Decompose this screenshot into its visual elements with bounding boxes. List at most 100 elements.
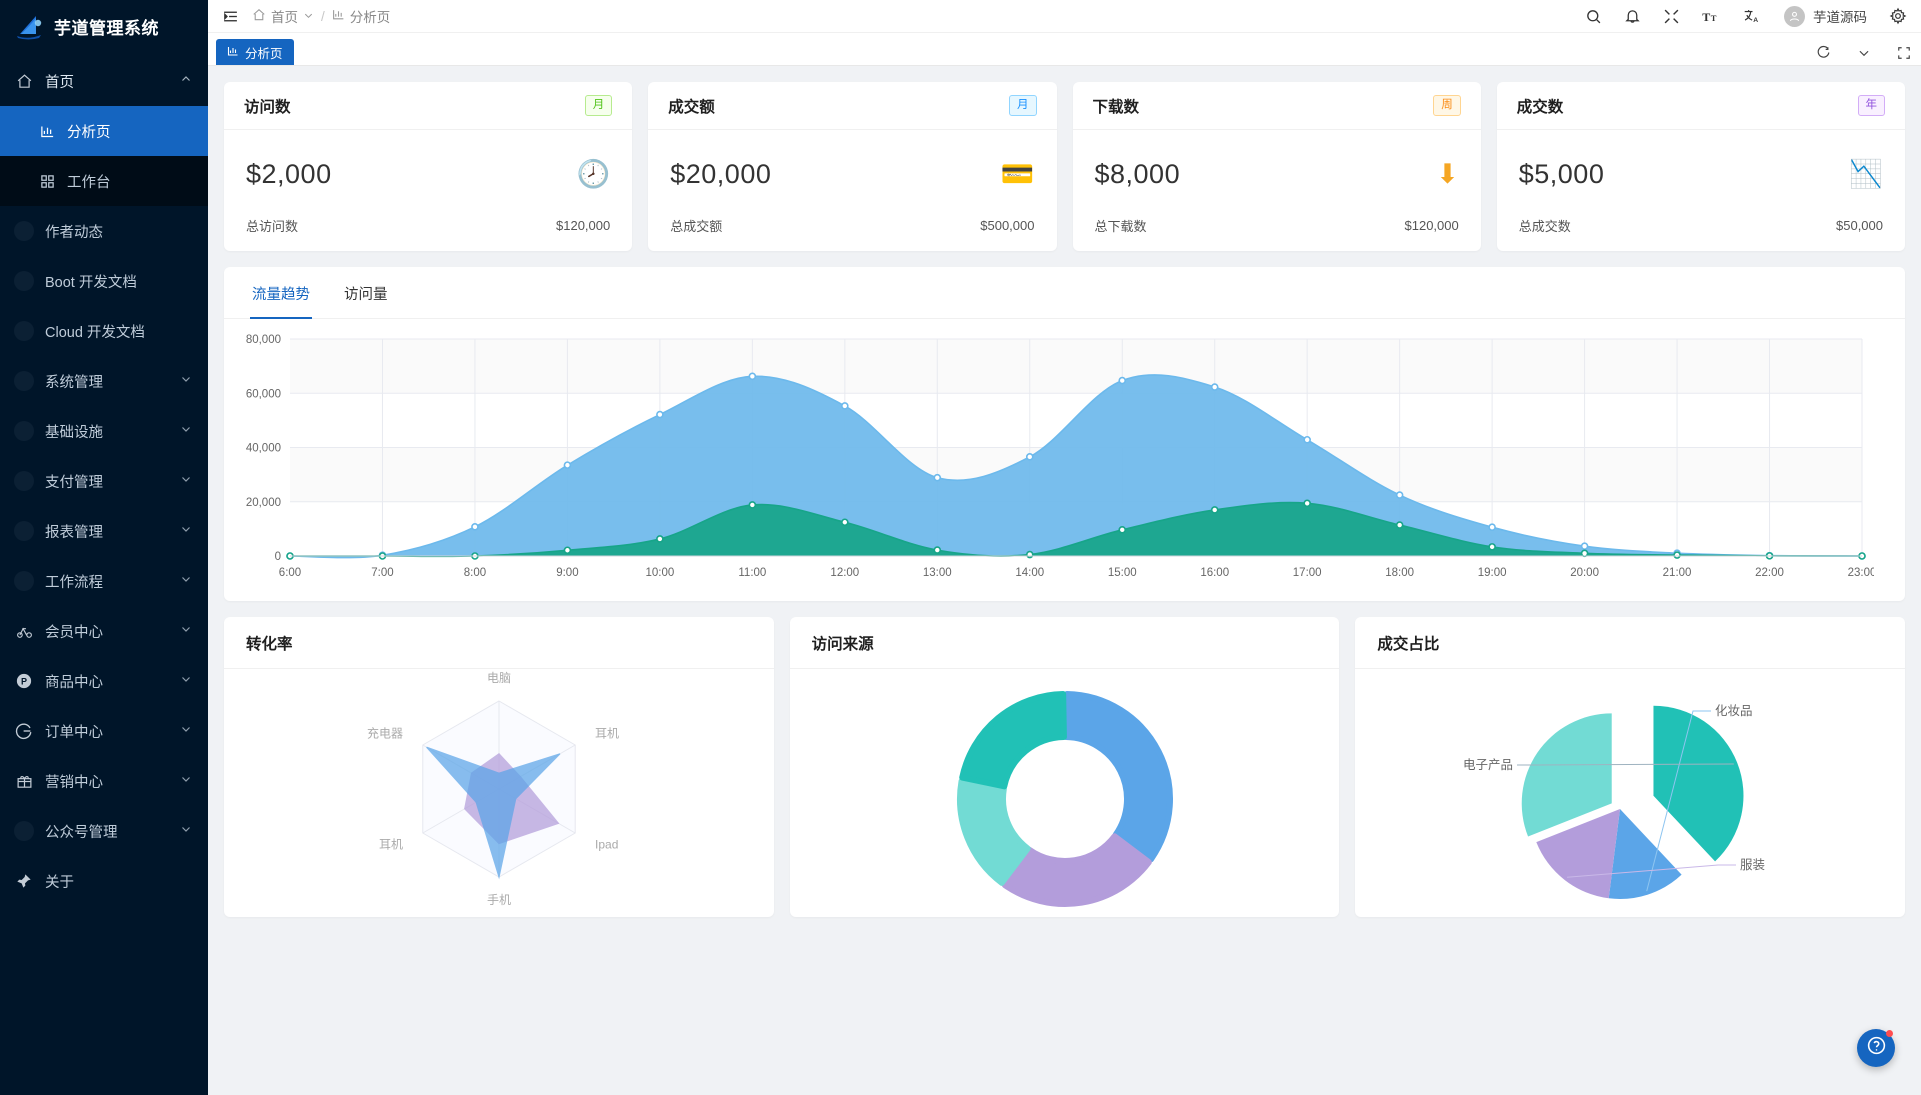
chevron-down-icon [180,823,192,839]
gear-icon[interactable] [1889,7,1907,25]
stat-card-turnover-value: $20,000 [670,158,772,189]
sidebar-item-cloud-docs[interactable]: Cloud 开发文档 [0,306,208,356]
sidebar-item-system[interactable]: 系统管理 [0,356,208,406]
font-size-icon[interactable]: T T [1702,8,1721,25]
app-title: 芋道管理系统 [54,18,159,38]
stat-card-downloads-title: 下载数 [1092,98,1140,116]
tabbar-actions [1816,45,1911,65]
stat-card-downloads-body: $8,000 ⬇ 总下载数 $120,000 [1073,130,1481,251]
sidebar-item-workflow[interactable]: 工作流程 [0,556,208,606]
sidebar-item-member[interactable]: 会员中心 [0,606,208,656]
sidebar-group-home[interactable]: 首页 [0,56,208,106]
sidebar-submenu-home: 分析页 工作台 [0,106,208,206]
grid-icon [38,172,56,190]
sidebar-nav: 首页 分析页 [0,52,208,906]
dot-icon [14,821,34,841]
chevron-down-icon [180,423,192,439]
stat-card-deals-main: $5,000 📉 [1519,152,1883,196]
svg-text:16:00: 16:00 [1200,567,1229,579]
tab-traffic-trend[interactable]: 流量趋势 [250,267,312,319]
stat-card-downloads-head: 下载数 周 [1072,82,1481,130]
stat-card-deals-foot-value: $50,000 [1836,218,1883,233]
help-circle-icon [1866,1035,1887,1061]
svg-text:7:00: 7:00 [371,567,393,579]
sidebar-item-mp[interactable]: 公众号管理 [0,806,208,856]
sidebar-item-infrastructure-label: 基础设施 [45,424,103,441]
stat-card-visits-head: 访问数 月 [224,82,633,130]
source-card-title: 访问来源 [811,635,874,653]
svg-text:耳机: 耳机 [379,837,403,851]
notification-dot [1886,1030,1893,1037]
dot-icon [14,371,34,391]
translate-icon[interactable]: A [1743,8,1762,25]
stat-card-visits: 访问数 月 $2,000 🕗 总访问数 $120,000 [224,82,633,251]
svg-text:A: A [1753,17,1758,24]
svg-text:21:00: 21:00 [1663,567,1692,579]
sidebar-item-author-news[interactable]: 作者动态 [0,206,208,256]
sidebar-item-analysis[interactable]: 分析页 [0,106,208,156]
breadcrumb-item-home[interactable]: 首页 [252,6,314,26]
sidebar-item-mp-label: 公众号管理 [45,824,118,841]
sidebar-item-order[interactable]: 订单中心 [0,706,208,756]
stat-card-turnover-head: 成交额 月 [648,82,1057,130]
dot-icon [14,271,34,291]
svg-text:80,000: 80,000 [246,334,281,346]
stat-card-deals: 成交数 年 $5,000 📉 总成交数 $50,000 [1496,82,1905,251]
stat-card-downloads: 下载数 周 $8,000 ⬇ 总下载数 $120,000 [1072,82,1481,251]
sidebar-item-workbench[interactable]: 工作台 [0,156,208,206]
stat-card-turnover-foot-label: 总成交额 [670,219,723,234]
svg-text:20,000: 20,000 [246,497,281,509]
chevron-down-icon [180,523,192,539]
svg-text:22:00: 22:00 [1755,567,1784,579]
stat-card-deals-foot-label: 总成交数 [1518,219,1571,234]
fullscreen-icon[interactable] [1663,8,1680,25]
sidebar-item-marketing[interactable]: 营销中心 [0,756,208,806]
refresh-icon[interactable] [1816,45,1831,60]
stat-card-turnover-title: 成交额 [668,98,715,116]
credit-card-icon: 💳 [1000,158,1035,189]
e-circle-icon [14,721,34,741]
tab-analysis[interactable]: 分析页 [216,39,294,65]
conversion-card-body: 电脑 耳机 Ipad 手机 耳机 充电器 [224,669,774,917]
chevron-down-icon[interactable] [1857,46,1871,60]
sidebar-item-analysis-label: 分析页 [67,124,111,141]
search-icon[interactable] [1585,8,1602,25]
sidebar-item-boot-docs[interactable]: Boot 开发文档 [0,256,208,306]
chevron-up-icon [180,73,192,89]
sidebar-logo[interactable]: 芋道管理系统 [0,0,208,52]
area-chart-svg: 0 20,000 40,000 60,000 80,000 6:00 7:00 8:00 9:0… [246,334,1877,579]
breadcrumb-item-analysis[interactable]: 分析页 [332,6,390,26]
topbar-right: T T A 芋道 [1585,5,1907,27]
stat-card-downloads-main: $8,000 ⬇ [1095,152,1459,196]
status-badge: 月 [584,94,613,117]
p-circle-icon: P [14,671,34,691]
bell-icon[interactable] [1624,8,1641,25]
svg-text:充电器: 充电器 [367,726,403,741]
menu-fold-icon[interactable] [222,8,239,25]
main-area: 首页 / 分析页 [208,0,1921,1095]
svg-text:10:00: 10:00 [645,567,674,579]
tab-visits[interactable]: 访问量 [344,287,388,303]
pie-percent-icon: 📉 [1849,158,1883,189]
stat-card-visits-foot: 总访问数 $120,000 [246,216,610,235]
trend-chart: 0 20,000 40,000 60,000 80,000 6:00 7:00 8:00 9:0… [224,319,1905,601]
stat-card-deals-value: $5,000 [1518,158,1605,189]
maximize-icon[interactable] [1897,46,1911,60]
conversion-card: 转化率 电脑 耳机 Ipad 手机 耳机 充电器 [224,617,774,917]
help-fab[interactable] [1857,1029,1895,1067]
sidebar-item-boot-docs-label: Boot 开发文档 [45,274,137,291]
sidebar-item-payment[interactable]: 支付管理 [0,456,208,506]
sidebar-item-infrastructure[interactable]: 基础设施 [0,406,208,456]
sidebar-item-workflow-label: 工作流程 [45,574,103,591]
svg-text:T: T [1711,12,1717,22]
svg-text:T: T [1702,9,1710,23]
user-menu[interactable]: 芋道源码 [1784,5,1867,27]
sidebar-item-author-news-label: 作者动态 [45,224,103,241]
chevron-down-icon [180,473,192,489]
sidebar-item-report[interactable]: 报表管理 [0,506,208,556]
sidebar-item-product[interactable]: P 商品中心 [0,656,208,706]
bar-chart-icon [332,8,345,24]
svg-text:手机: 手机 [487,893,511,907]
sidebar-item-about[interactable]: 关于 [0,856,208,906]
